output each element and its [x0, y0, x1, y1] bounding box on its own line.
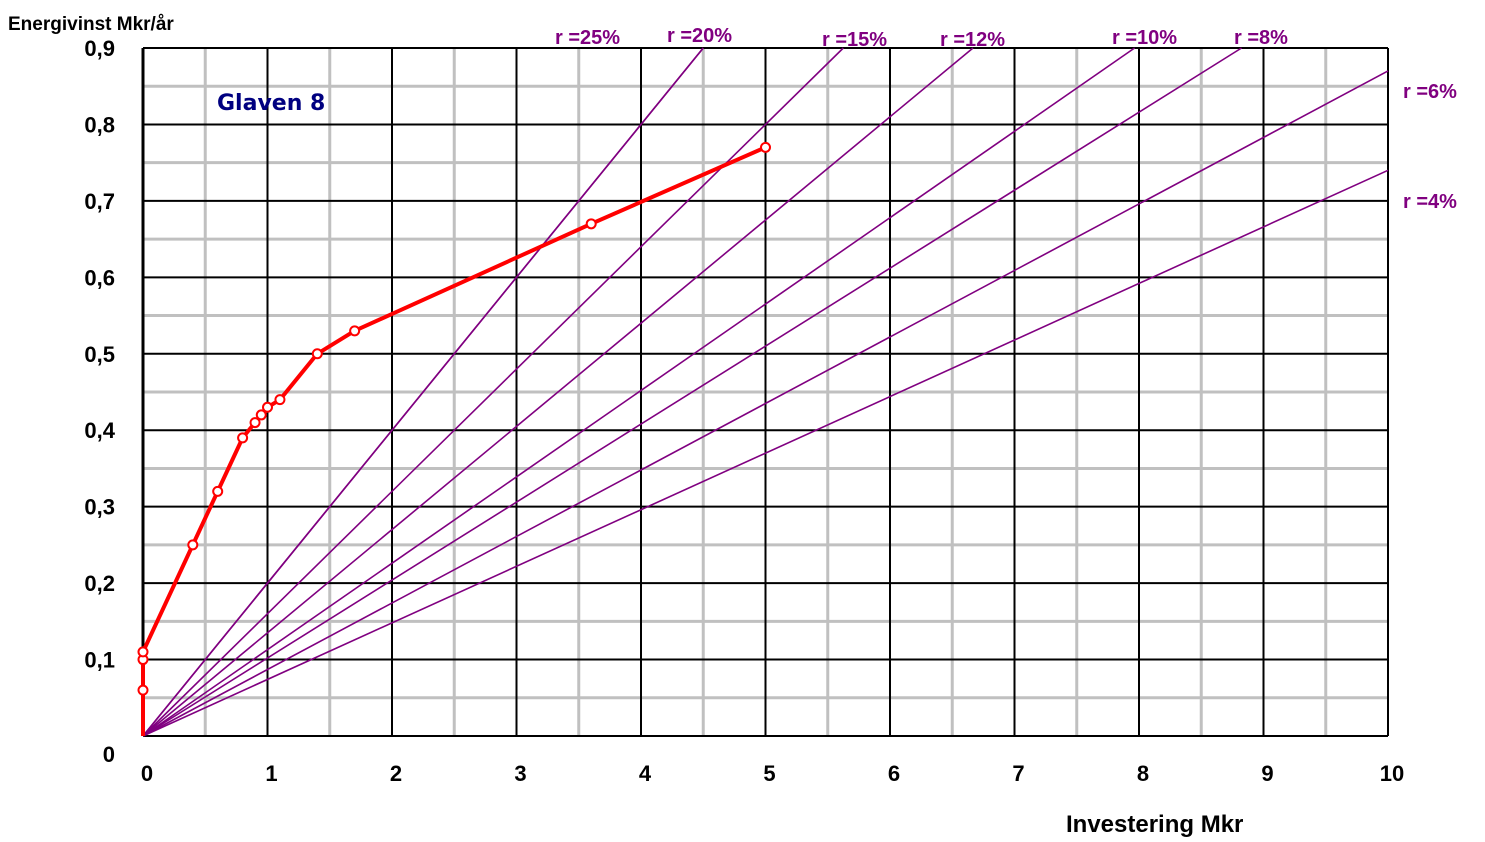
- y-axis-title: Energivinst Mkr/år: [8, 14, 174, 35]
- reference-line-label: r =20%: [667, 25, 732, 47]
- series-layer: [137, 141, 771, 736]
- reference-line-label: r =15%: [822, 29, 887, 51]
- data-point: [349, 325, 361, 337]
- reference-line: [142, 169, 1389, 737]
- data-point: [262, 401, 273, 413]
- y-tick-label: 0,9: [84, 36, 115, 61]
- data-point: [585, 218, 597, 230]
- x-tick-label: 5: [763, 761, 775, 786]
- x-tick-label: 8: [1137, 761, 1149, 786]
- data-point: [249, 417, 261, 429]
- data-point: [311, 348, 323, 360]
- reference-line-label: r =8%: [1234, 27, 1288, 49]
- reference-line-label: r =10%: [1112, 27, 1177, 49]
- y-tick-label: 0,3: [84, 495, 115, 520]
- reference-line-labels: r =25% r =20% r =15% r =12% r =10% r =8% r =6%…: [555, 25, 1457, 213]
- chart-title: Glaven 8: [217, 91, 325, 116]
- reference-line-label: r =25%: [555, 27, 620, 49]
- data-point: [212, 485, 224, 497]
- reference-line-label: r =4%: [1403, 191, 1457, 213]
- reference-line: [142, 70, 1389, 737]
- data-point: [237, 432, 249, 444]
- x-tick-label: 4: [639, 761, 652, 786]
- y-tick-label: 0: [103, 742, 115, 767]
- data-point: [255, 409, 267, 421]
- y-tick-label: 0,6: [84, 265, 115, 290]
- reference-line: [142, 47, 974, 737]
- major-grid: [141, 47, 1389, 737]
- y-tick-label: 0,8: [84, 112, 115, 137]
- x-axis-title: Investering Mkr: [1066, 811, 1243, 838]
- data-point: [137, 646, 149, 658]
- x-tick-label: 7: [1012, 761, 1024, 786]
- reference-line: [142, 47, 704, 737]
- reference-line: [142, 47, 1242, 737]
- x-tick-label: 6: [888, 761, 900, 786]
- y-tick-label: 0,4: [84, 418, 115, 443]
- x-tick-label: 0: [141, 761, 153, 786]
- y-tick-label: 0,2: [84, 571, 115, 596]
- reference-line: [142, 47, 1136, 737]
- y-tick-label: 0,1: [84, 648, 115, 673]
- y-tick-label: 0,7: [84, 189, 115, 214]
- x-tick-label: 2: [390, 761, 402, 786]
- x-tick-label: 9: [1261, 761, 1273, 786]
- data-point: [137, 684, 149, 696]
- data-point: [274, 394, 286, 406]
- reference-line-label: r =6%: [1403, 81, 1457, 103]
- tick-labels: 0 1 2 3 4 5 6 7 8 9 10 0 0,1 0,2 0,3 0,4 0,5 0,6 0,7 0,8 0,9: [84, 36, 1404, 786]
- x-tick-label: 1: [265, 761, 277, 786]
- x-tick-label: 10: [1380, 761, 1404, 786]
- reference-lines: [142, 47, 1389, 737]
- x-tick-label: 3: [514, 761, 526, 786]
- reference-line-label: r =12%: [940, 29, 1005, 51]
- data-point: [187, 539, 199, 551]
- data-point: [760, 141, 771, 153]
- y-tick-label: 0,5: [84, 342, 115, 367]
